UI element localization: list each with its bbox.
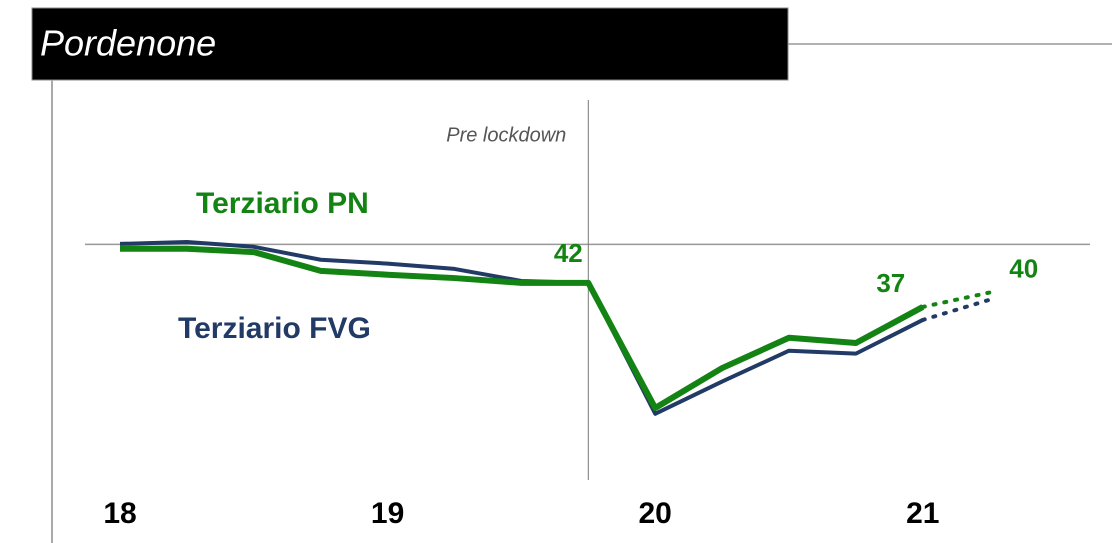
data-label: 40 [1009,253,1038,283]
series-label: Terziario PN [196,187,369,220]
data-label: 37 [876,268,905,298]
x-tick-label: 21 [906,497,939,530]
chart-title: Pordenone [40,23,216,64]
x-tick-label: 18 [103,497,136,530]
x-tick-label: 19 [371,497,404,530]
series-line [120,245,925,411]
series-label: Terziario FVG [178,312,371,345]
series-line [920,290,992,309]
data-label: 42 [554,238,583,268]
annotation: Pre lockdown [446,124,566,146]
title-box [31,7,789,81]
x-tick-label: 20 [639,497,672,530]
series-line [920,297,992,322]
